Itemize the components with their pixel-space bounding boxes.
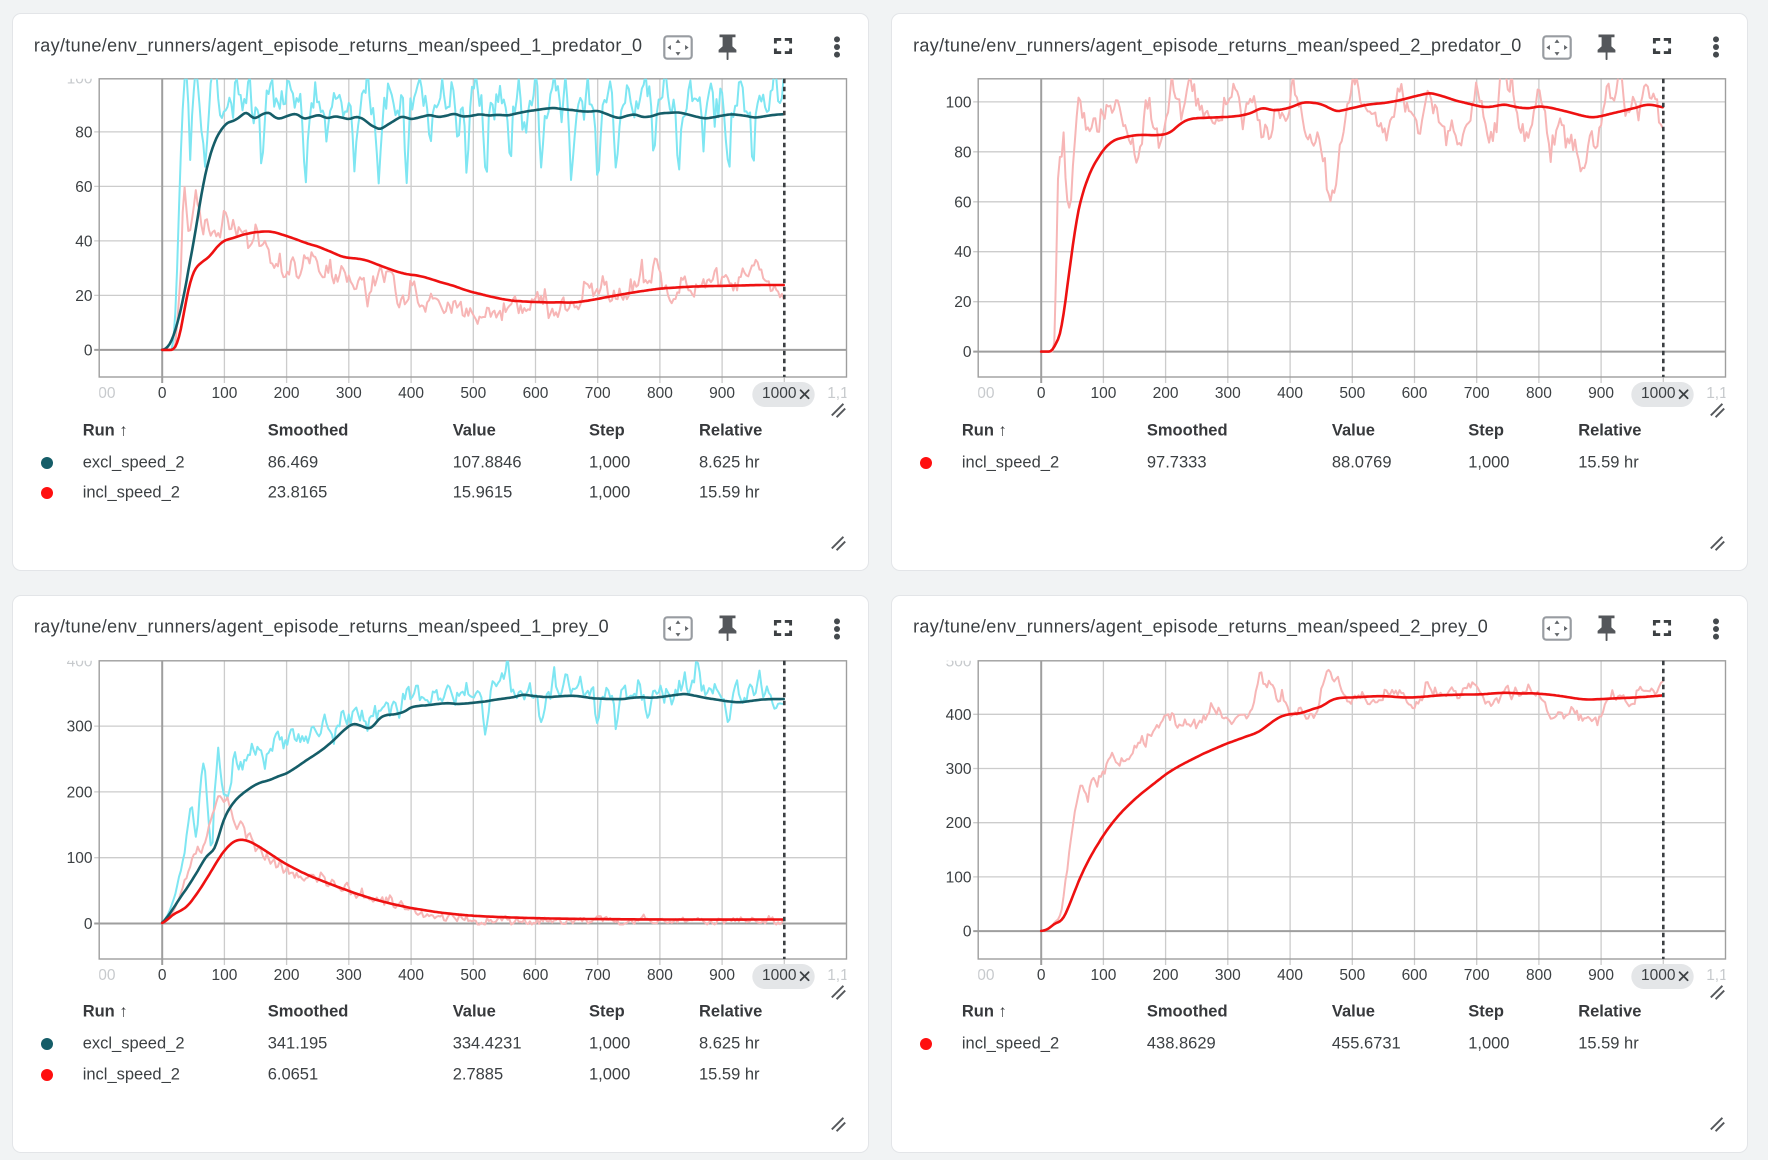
svg-text:900: 900 [1588,385,1614,402]
svg-text:100: 100 [66,71,92,88]
svg-text:40: 40 [75,234,93,251]
svg-text:400: 400 [945,706,971,723]
svg-text:1,100: 1,100 [1706,966,1745,983]
svg-text:500: 500 [460,966,486,983]
svg-text:300: 300 [66,718,92,735]
svg-text:-100: -100 [84,385,115,402]
svg-text:100: 100 [945,95,971,112]
svg-text:20: 20 [954,294,972,311]
svg-text:400: 400 [66,653,92,670]
svg-text:800: 800 [646,966,672,983]
svg-text:700: 700 [584,385,610,402]
svg-text:0: 0 [83,916,92,933]
svg-text:60: 60 [75,179,93,196]
svg-text:1,100: 1,100 [827,385,866,402]
svg-text:300: 300 [945,761,971,778]
svg-text:900: 900 [1588,966,1614,983]
svg-text:0: 0 [157,966,166,983]
svg-text:900: 900 [709,966,735,983]
svg-text:200: 200 [273,385,299,402]
svg-text:1000: 1000 [761,385,796,402]
svg-text:700: 700 [1463,966,1489,983]
svg-text:900: 900 [709,385,735,402]
svg-text:800: 800 [1526,385,1552,402]
svg-text:200: 200 [1152,385,1178,402]
svg-text:400: 400 [1277,385,1303,402]
svg-text:0: 0 [963,344,972,361]
svg-text:60: 60 [954,194,972,211]
svg-text:600: 600 [1401,385,1427,402]
svg-text:500: 500 [1339,966,1365,983]
svg-text:80: 80 [954,144,972,161]
svg-text:400: 400 [1277,966,1303,983]
svg-text:1000: 1000 [1641,385,1676,402]
svg-text:0: 0 [83,343,92,360]
svg-text:1000: 1000 [1641,966,1676,983]
svg-text:80: 80 [75,125,93,142]
svg-text:1,100: 1,100 [1706,385,1745,402]
svg-text:300: 300 [335,966,361,983]
svg-text:200: 200 [273,966,299,983]
svg-text:600: 600 [522,966,548,983]
svg-text:100: 100 [1090,966,1116,983]
svg-text:100: 100 [945,869,971,886]
svg-text:500: 500 [945,653,971,670]
svg-text:400: 400 [398,966,424,983]
svg-text:-100: -100 [963,385,994,402]
svg-text:800: 800 [646,385,672,402]
svg-text:600: 600 [1401,966,1427,983]
svg-text:1,100: 1,100 [827,966,866,983]
svg-text:300: 300 [335,385,361,402]
svg-text:0: 0 [157,385,166,402]
svg-text:0: 0 [1037,966,1046,983]
svg-text:100: 100 [1090,385,1116,402]
svg-text:400: 400 [398,385,424,402]
svg-text:300: 300 [1215,966,1241,983]
svg-text:100: 100 [211,385,237,402]
svg-text:200: 200 [945,815,971,832]
svg-text:0: 0 [1037,385,1046,402]
svg-text:20: 20 [75,288,93,305]
svg-text:100: 100 [66,850,92,867]
svg-text:200: 200 [66,784,92,801]
svg-text:1000: 1000 [761,966,796,983]
svg-text:300: 300 [1215,385,1241,402]
svg-text:200: 200 [1152,966,1178,983]
svg-text:700: 700 [584,966,610,983]
svg-text:100: 100 [211,966,237,983]
svg-text:40: 40 [954,244,972,261]
svg-text:500: 500 [1339,385,1365,402]
svg-text:0: 0 [963,923,972,940]
svg-text:-100: -100 [84,966,115,983]
svg-text:600: 600 [522,385,548,402]
svg-text:500: 500 [460,385,486,402]
svg-text:-100: -100 [963,966,994,983]
svg-text:700: 700 [1463,385,1489,402]
svg-text:800: 800 [1526,966,1552,983]
